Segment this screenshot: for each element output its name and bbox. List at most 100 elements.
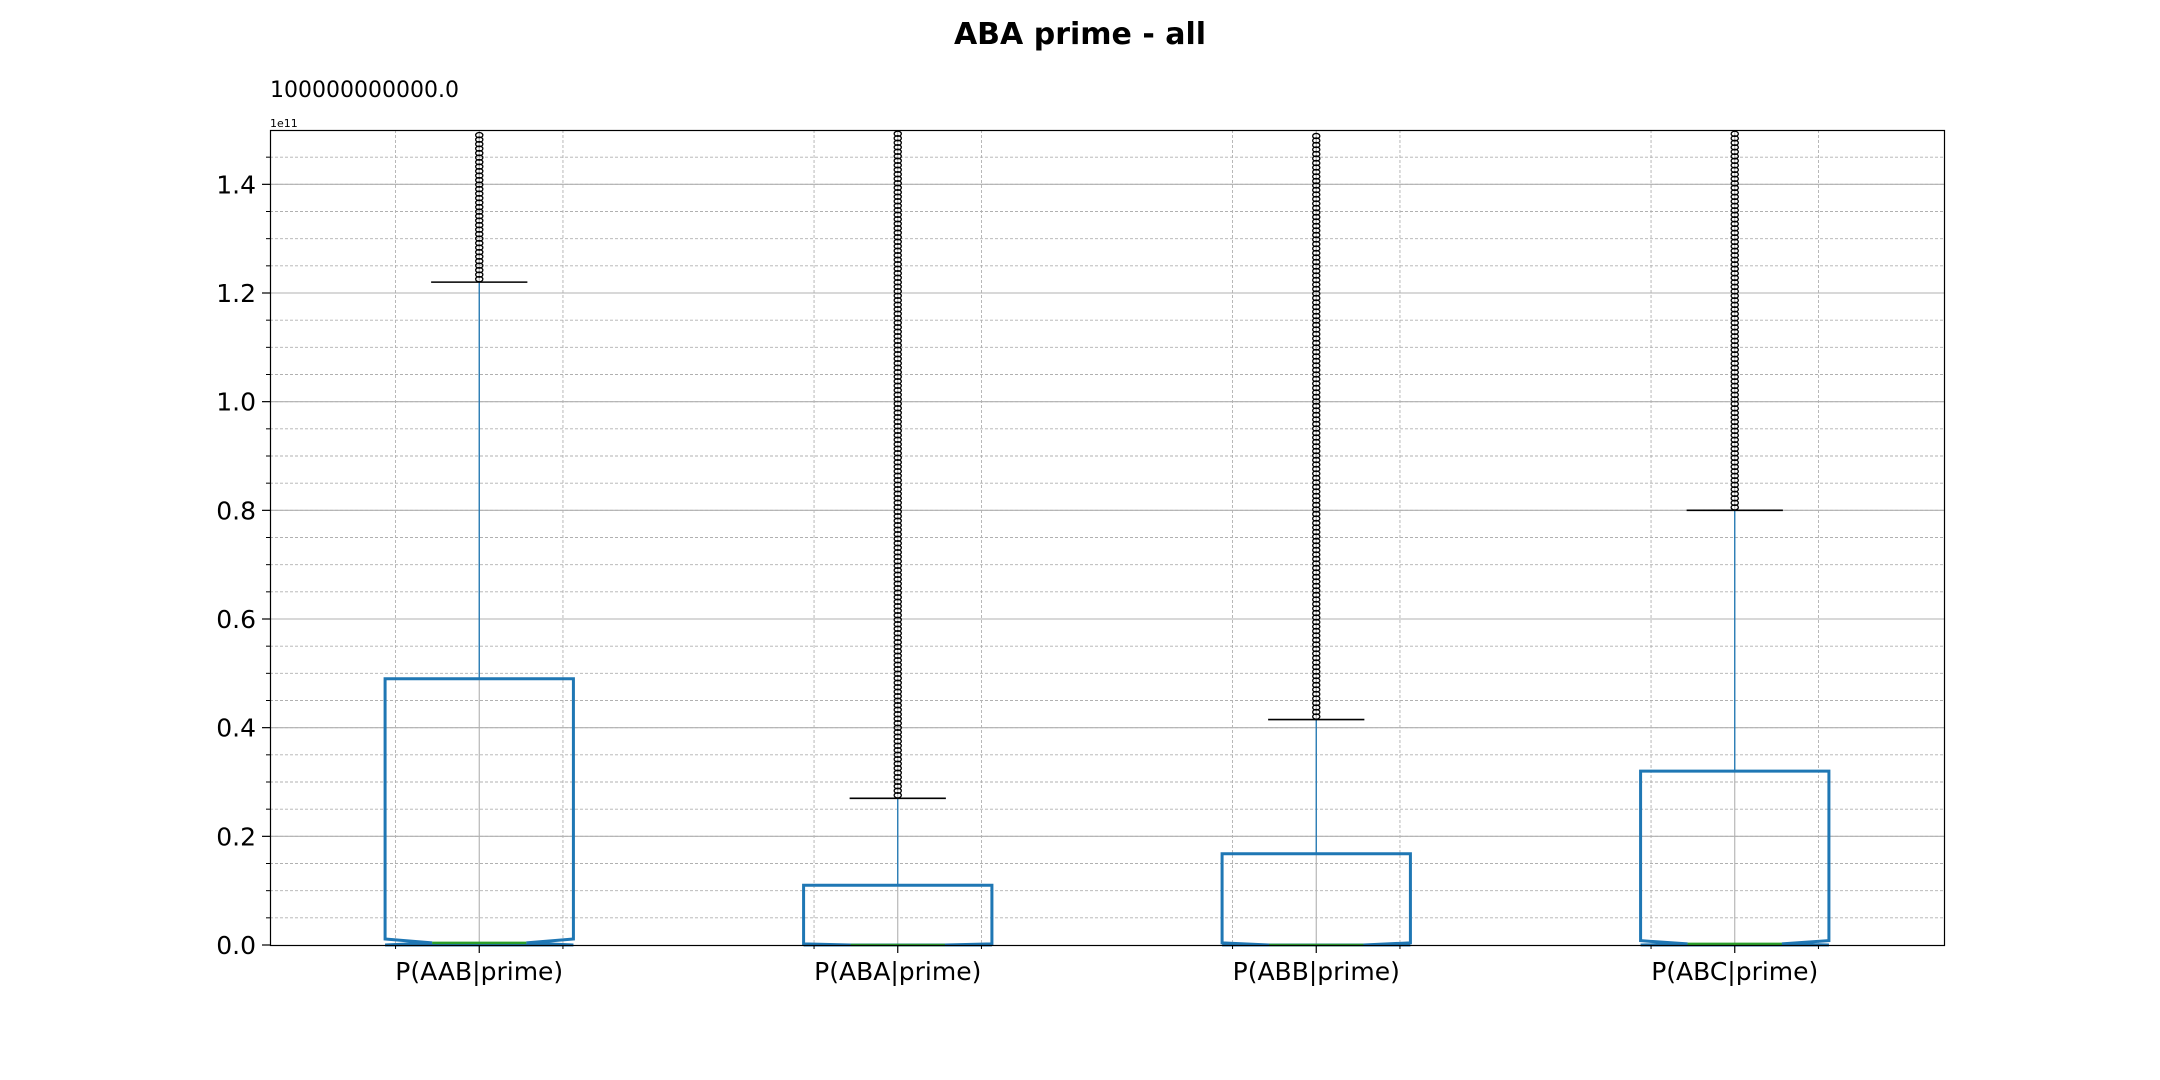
outlier-point — [1730, 432, 1740, 439]
outlier-point — [474, 194, 484, 202]
outlier-point — [1312, 663, 1321, 671]
outlier-point — [1730, 153, 1740, 160]
outlier-point — [893, 522, 903, 529]
outlier-point — [1312, 443, 1321, 450]
outlier-point — [1730, 247, 1740, 255]
outlier-point — [474, 172, 484, 179]
outlier-point — [893, 283, 903, 291]
outlier-point — [1312, 186, 1321, 194]
outlier-point — [1730, 387, 1740, 394]
box-body — [1639, 769, 1831, 947]
outlier-point — [474, 203, 484, 211]
outlier-point — [1312, 132, 1321, 140]
outlier-point — [893, 265, 903, 273]
outlier-point — [1730, 418, 1740, 426]
outlier-point — [1312, 344, 1321, 351]
outlier-point — [1312, 474, 1321, 482]
outlier-point — [1312, 150, 1321, 158]
outlier-point — [474, 131, 484, 139]
outlier-point — [893, 580, 903, 588]
outlier-point — [1312, 618, 1321, 626]
outlier-point — [1312, 650, 1321, 657]
outlier-point — [1312, 348, 1321, 356]
y-tick-label: 0.2 — [216, 822, 256, 851]
outlier-point — [1312, 582, 1321, 590]
outlier-point — [1312, 470, 1321, 477]
outlier-point — [893, 567, 903, 574]
outlier-point — [893, 751, 903, 759]
outlier-point — [474, 262, 484, 269]
outlier-point — [1312, 213, 1321, 221]
outlier-point — [1730, 436, 1740, 444]
y-tick-label: 1.2 — [216, 279, 256, 308]
outlier-point — [1730, 391, 1740, 399]
outlier-point — [1730, 423, 1740, 430]
outlier-point — [1730, 306, 1740, 313]
outlier-point — [893, 738, 903, 745]
outlier-point — [1312, 222, 1321, 230]
outlier-point — [1730, 234, 1740, 241]
outlier-point — [1312, 227, 1321, 234]
outlier-point — [1730, 135, 1740, 142]
outlier-point — [893, 274, 903, 282]
outlier-point — [1312, 191, 1321, 198]
outlier-point — [893, 310, 903, 318]
outlier-point — [1312, 380, 1321, 387]
outlier-point — [893, 661, 903, 669]
outlier-point — [1312, 155, 1321, 162]
outlier-point — [893, 202, 903, 210]
outlier-point — [893, 378, 903, 385]
outlier-point — [893, 180, 903, 187]
box-body — [383, 677, 575, 947]
outlier-point — [1730, 382, 1740, 390]
outlier-point — [1730, 252, 1740, 259]
outlier-point — [893, 756, 903, 763]
outlier-point — [1730, 396, 1740, 403]
outlier-point — [893, 472, 903, 480]
outlier-point — [1312, 249, 1321, 257]
outlier-point — [1312, 425, 1321, 432]
outlier-point — [474, 226, 484, 233]
outlier-point — [1312, 659, 1321, 666]
outlier-point — [893, 531, 903, 538]
outlier-point — [893, 675, 903, 682]
outlier-point — [893, 603, 903, 610]
outlier-point — [1730, 328, 1740, 336]
outlier-point — [893, 373, 903, 381]
outlier-point — [893, 171, 903, 178]
outlier-point — [1312, 591, 1321, 599]
outlier-point — [1730, 400, 1740, 408]
outlier-point — [1730, 238, 1740, 246]
outlier-points — [1730, 130, 1740, 511]
outlier-point — [1730, 427, 1740, 435]
outlier-point — [1312, 420, 1321, 428]
outlier-point — [1730, 463, 1740, 471]
outlier-point — [893, 688, 903, 696]
outlier-point — [474, 271, 484, 278]
outlier-point — [893, 288, 903, 295]
outlier-point — [893, 729, 903, 736]
outlier-point — [1312, 236, 1321, 243]
outlier-point — [474, 253, 484, 260]
outlier-point — [474, 217, 484, 224]
outlier-point — [893, 508, 903, 516]
outlier-point — [1312, 492, 1321, 500]
outlier-point — [893, 549, 903, 556]
outlier-point — [893, 324, 903, 331]
outlier-point — [1312, 681, 1321, 689]
outlier-point — [893, 405, 903, 412]
outlier-point — [893, 481, 903, 489]
outlier-point — [1312, 272, 1321, 279]
outlier-point — [1312, 519, 1321, 527]
outlier-point — [1730, 193, 1740, 201]
outlier-point — [893, 670, 903, 678]
outlier-point — [1312, 551, 1321, 558]
outlier-point — [1312, 375, 1321, 383]
outlier-point — [893, 459, 903, 466]
outlier-point — [893, 207, 903, 214]
outlier-point — [1730, 481, 1740, 489]
outlier-point — [1730, 202, 1740, 210]
outlier-point — [893, 630, 903, 637]
outlier-point — [893, 607, 903, 615]
outlier-point — [893, 270, 903, 277]
